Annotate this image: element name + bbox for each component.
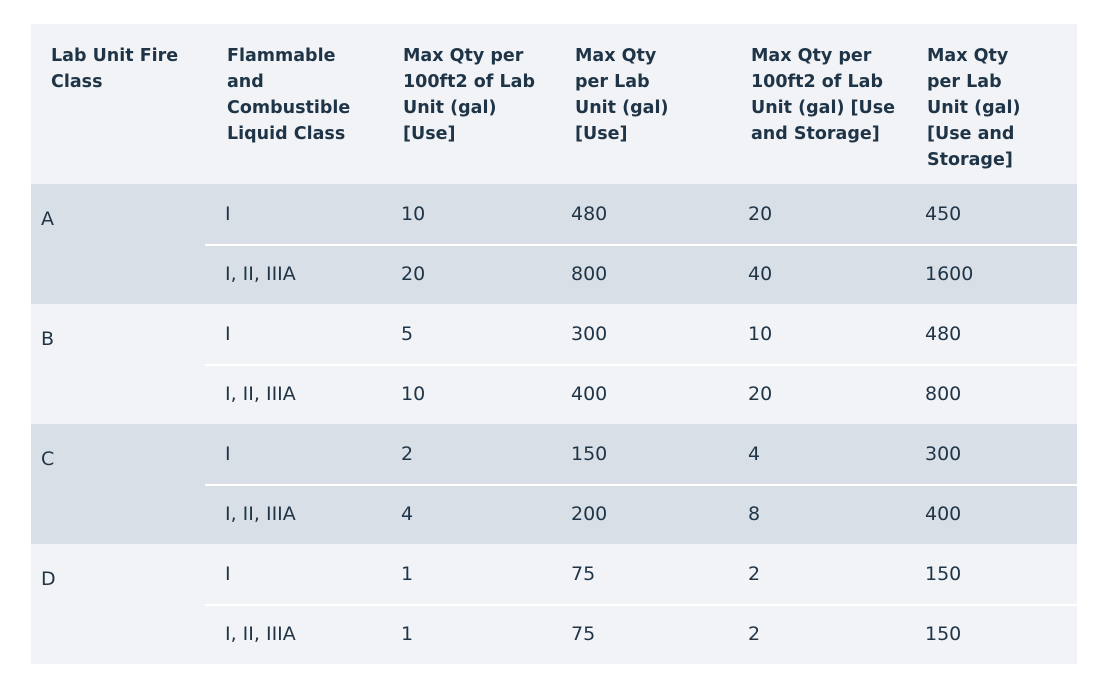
cell-liquid-class: I, II, IIIA: [225, 383, 296, 405]
header-line: and Storage]: [751, 124, 880, 144]
cell-max-qty-per-100ft2-use-storage: 8: [748, 503, 761, 525]
header-line: Class: [51, 72, 103, 92]
cell-max-qty-per-lab-unit-use: 75: [571, 623, 596, 645]
cell-max-qty-per-lab-unit-use-storage: 300: [925, 443, 962, 465]
header-line: 100ft2 of Lab: [751, 72, 883, 92]
cell-max-qty-per-lab-unit-use: 75: [571, 563, 596, 585]
header-line: Liquid Class: [227, 124, 346, 144]
cell-max-qty-per-lab-unit-use-storage: 150: [925, 563, 962, 585]
header-line: [Use and: [927, 124, 1015, 144]
cell-max-qty-per-100ft2-use: 1: [401, 623, 414, 645]
cell-max-qty-per-lab-unit-use: 800: [571, 263, 608, 285]
header-line: Storage]: [927, 150, 1013, 170]
cell-max-qty-per-lab-unit-use-storage: 1600: [925, 263, 974, 285]
header-line: Max Qty per: [403, 46, 524, 66]
cell-max-qty-per-100ft2-use-storage: 20: [748, 383, 773, 405]
header-line: Lab Unit Fire: [51, 46, 179, 66]
row-divider: [205, 244, 1077, 246]
row-divider: [205, 604, 1077, 606]
header-line: per Lab: [575, 72, 650, 92]
cell-fire-class: D: [41, 568, 56, 590]
cell-liquid-class: I: [225, 203, 231, 225]
cell-max-qty-per-100ft2-use-storage: 10: [748, 323, 773, 345]
header-line: 100ft2 of Lab: [403, 72, 535, 92]
header-max-qty-per-lab-unit-use: Max Qty per Lab Unit (gal) [Use]: [575, 43, 668, 147]
header-line: [Use]: [575, 124, 628, 144]
cell-max-qty-per-100ft2-use: 10: [401, 203, 426, 225]
header-line: Max Qty per: [751, 46, 872, 66]
header-line: Max Qty: [575, 46, 657, 66]
cell-fire-class: A: [41, 208, 54, 230]
cell-max-qty-per-lab-unit-use-storage: 480: [925, 323, 962, 345]
table-row: I, II, IIIA 4 200 8 400: [31, 484, 1077, 544]
cell-max-qty-per-100ft2-use: 4: [401, 503, 414, 525]
header-max-qty-per-100ft2-use: Max Qty per 100ft2 of Lab Unit (gal) [Use]: [403, 43, 535, 147]
cell-max-qty-per-lab-unit-use: 400: [571, 383, 608, 405]
table-row: I, II, IIIA 10 400 20 800: [31, 364, 1077, 424]
row-divider: [205, 364, 1077, 366]
header-line: Unit (gal): [575, 98, 669, 118]
flammable-liquids-table: Lab Unit Fire Class Flammable and Combustibl…: [31, 24, 1077, 664]
cell-max-qty-per-100ft2-use: 10: [401, 383, 426, 405]
cell-max-qty-per-100ft2-use: 5: [401, 323, 414, 345]
table-row: I 10 480 20 450: [31, 184, 1077, 244]
header-max-qty-per-lab-unit-use-storage: Max Qty per Lab Unit (gal) [Use and Storage]: [927, 43, 1020, 173]
cell-max-qty-per-100ft2-use: 2: [401, 443, 414, 465]
cell-max-qty-per-lab-unit-use: 200: [571, 503, 608, 525]
cell-max-qty-per-lab-unit-use-storage: 450: [925, 203, 962, 225]
header-line: Combustible: [227, 98, 351, 118]
cell-max-qty-per-lab-unit-use-storage: 150: [925, 623, 962, 645]
cell-max-qty-per-100ft2-use-storage: 20: [748, 203, 773, 225]
table-group: D I 1 75 2 150 I, II, IIIA 1 75 2 150: [31, 544, 1077, 664]
table-group: C I 2 150 4 300 I, II, IIIA 4 200 8 400: [31, 424, 1077, 544]
table-row: I 5 300 10 480: [31, 304, 1077, 364]
cell-max-qty-per-100ft2-use-storage: 4: [748, 443, 761, 465]
cell-max-qty-per-100ft2-use-storage: 2: [748, 623, 761, 645]
header-line: Unit (gal): [927, 98, 1021, 118]
header-line: and: [227, 72, 264, 92]
cell-max-qty-per-lab-unit-use: 300: [571, 323, 608, 345]
header-line: Flammable: [227, 46, 336, 66]
table-header: Lab Unit Fire Class Flammable and Combustibl…: [31, 24, 1077, 184]
cell-max-qty-per-100ft2-use: 20: [401, 263, 426, 285]
cell-liquid-class: I: [225, 323, 231, 345]
cell-max-qty-per-100ft2-use-storage: 2: [748, 563, 761, 585]
header-line: per Lab: [927, 72, 1002, 92]
header-line: [Use]: [403, 124, 456, 144]
cell-liquid-class: I: [225, 443, 231, 465]
cell-max-qty-per-lab-unit-use-storage: 800: [925, 383, 962, 405]
cell-fire-class: C: [41, 448, 55, 470]
table-row: I 1 75 2 150: [31, 544, 1077, 604]
cell-max-qty-per-100ft2-use: 1: [401, 563, 414, 585]
cell-max-qty-per-100ft2-use-storage: 40: [748, 263, 773, 285]
header-lab-unit-fire-class: Lab Unit Fire Class: [51, 43, 178, 95]
cell-liquid-class: I, II, IIIA: [225, 623, 296, 645]
cell-liquid-class: I: [225, 563, 231, 585]
cell-max-qty-per-lab-unit-use-storage: 400: [925, 503, 962, 525]
header-line: Max Qty: [927, 46, 1009, 66]
cell-max-qty-per-lab-unit-use: 150: [571, 443, 608, 465]
cell-fire-class: B: [41, 328, 55, 350]
cell-liquid-class: I, II, IIIA: [225, 263, 296, 285]
table-group: A I 10 480 20 450 I, II, IIIA 20 800 40 1600: [31, 184, 1077, 304]
row-divider: [205, 484, 1077, 486]
cell-max-qty-per-lab-unit-use: 480: [571, 203, 608, 225]
header-line: Unit (gal) [Use: [751, 98, 896, 118]
table-row: I, II, IIIA 1 75 2 150: [31, 604, 1077, 664]
header-line: Unit (gal): [403, 98, 497, 118]
table-row: I, II, IIIA 20 800 40 1600: [31, 244, 1077, 304]
cell-liquid-class: I, II, IIIA: [225, 503, 296, 525]
header-liquid-class: Flammable and Combustible Liquid Class: [227, 43, 350, 147]
table-group: B I 5 300 10 480 I, II, IIIA 10 400 20 800: [31, 304, 1077, 424]
header-max-qty-per-100ft2-use-storage: Max Qty per 100ft2 of Lab Unit (gal) [Use a…: [751, 43, 895, 147]
table-row: I 2 150 4 300: [31, 424, 1077, 484]
